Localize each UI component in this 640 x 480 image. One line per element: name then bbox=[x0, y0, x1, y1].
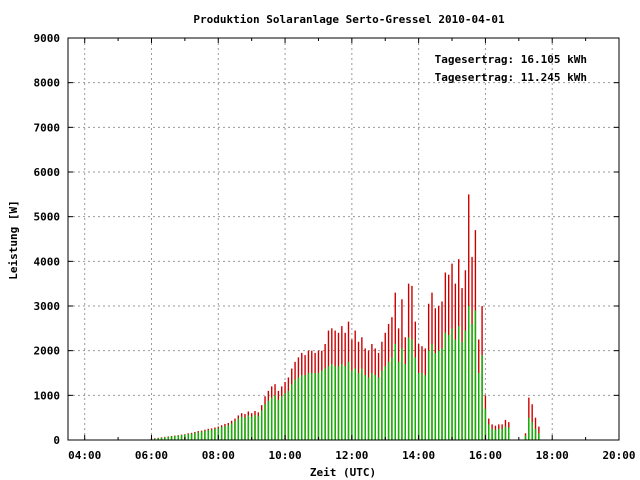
x-tick-label: 18:00 bbox=[536, 449, 569, 462]
x-tick-label: 16:00 bbox=[469, 449, 502, 462]
x-tick-label: 04:00 bbox=[68, 449, 101, 462]
x-axis: 04:00 06:00 08:00 10:00 12:00 14:00 16:00 18:00… bbox=[68, 38, 636, 462]
y-tick-label: 4000 bbox=[34, 255, 61, 268]
y-tick-label: 8000 bbox=[34, 77, 61, 90]
x-axis-label: Zeit (UTC) bbox=[310, 466, 376, 479]
x-tick-label: 10:00 bbox=[268, 449, 301, 462]
y-axis-label: Leistung [W] bbox=[7, 200, 20, 279]
y-tick-label: 5000 bbox=[34, 211, 61, 224]
y-tick-label: 1000 bbox=[34, 389, 61, 402]
series-green-bars bbox=[150, 306, 540, 440]
legend-entry-green: Tagesertrag: 11.245 kWh bbox=[435, 71, 587, 84]
chart-title: Produktion Solaranlage Serto-Gressel 201… bbox=[193, 13, 505, 26]
x-tick-label: 20:00 bbox=[602, 449, 635, 462]
y-tick-label: 6000 bbox=[34, 166, 61, 179]
x-tick-label: 06:00 bbox=[135, 449, 168, 462]
x-tick-label: 08:00 bbox=[202, 449, 235, 462]
y-tick-label: 7000 bbox=[34, 121, 61, 134]
y-tick-label: 3000 bbox=[34, 300, 61, 313]
y-tick-label: 0 bbox=[53, 434, 60, 447]
legend-entry-red: Tagesertrag: 16.105 kWh bbox=[435, 53, 587, 66]
plot-frame bbox=[67, 37, 620, 441]
y-axis: 0 1000 2000 3000 4000 5000 6000 7000 8000 9000 bbox=[34, 32, 619, 447]
grid bbox=[68, 38, 619, 440]
y-tick-label: 9000 bbox=[34, 32, 61, 45]
y-tick-label: 2000 bbox=[34, 345, 61, 358]
x-tick-label: 14:00 bbox=[402, 449, 435, 462]
x-tick-label: 12:00 bbox=[335, 449, 368, 462]
